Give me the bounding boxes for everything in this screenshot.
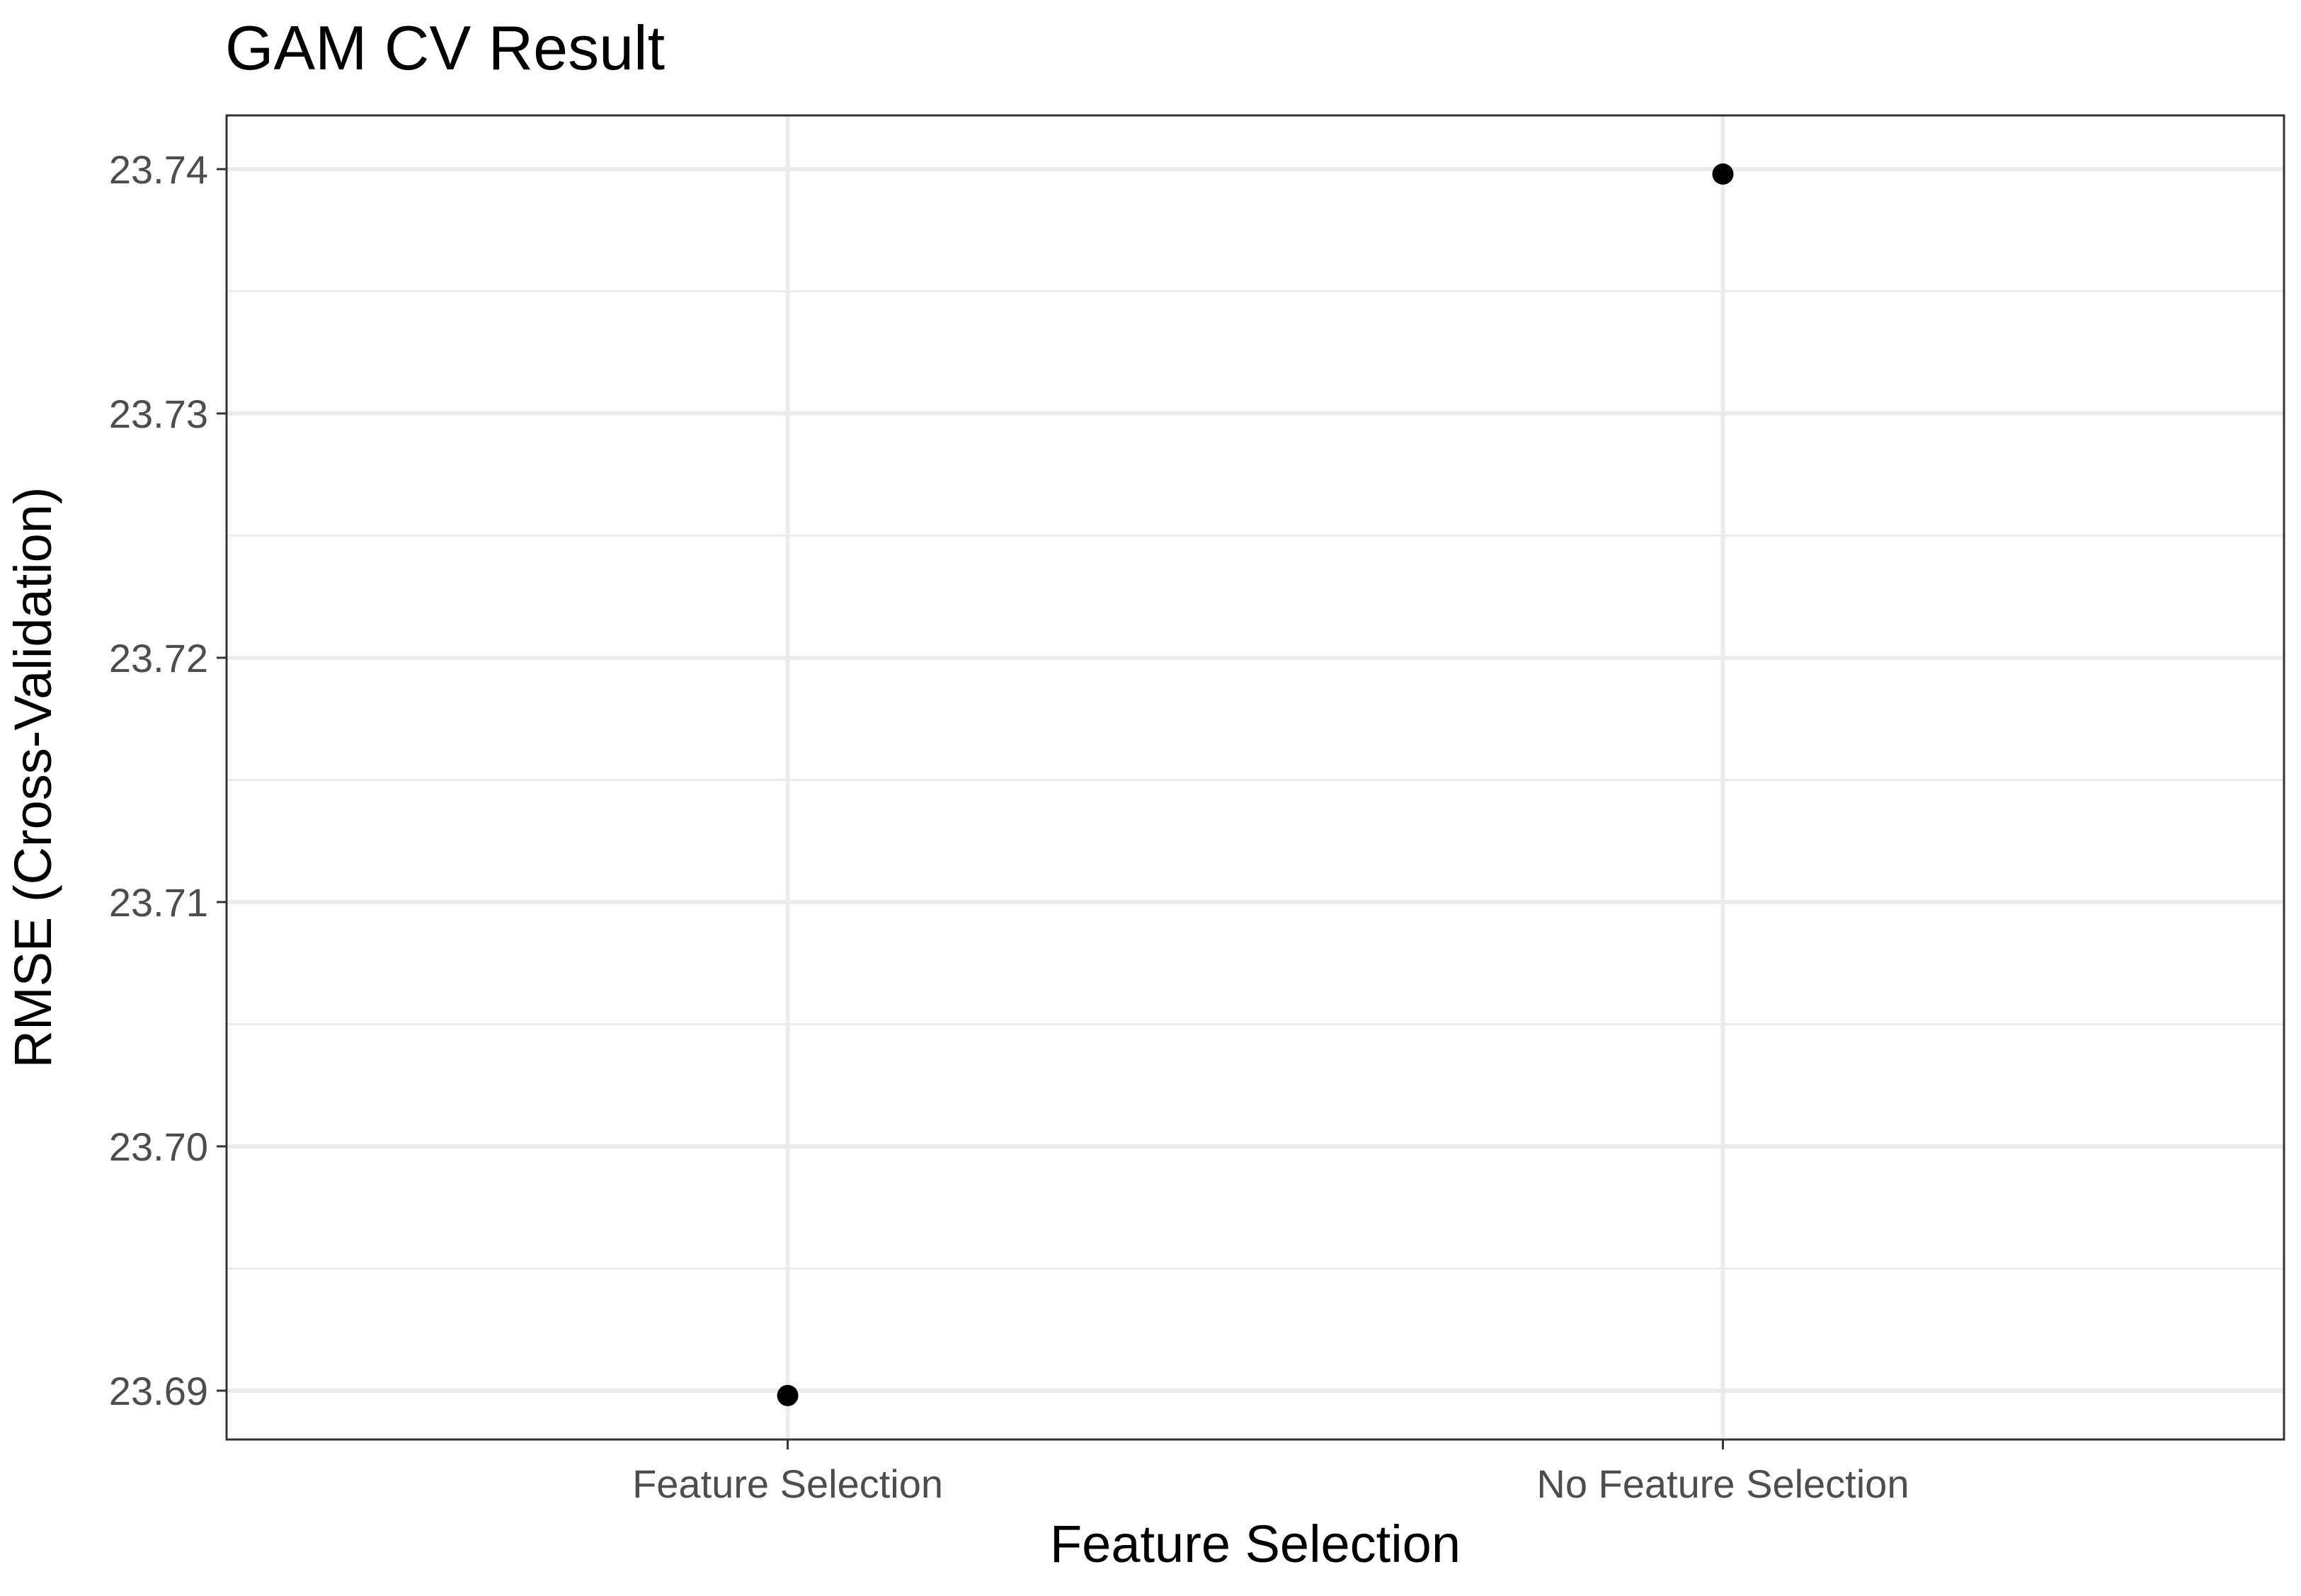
- major-gridlines-y: [227, 166, 2284, 1393]
- minor-gridlines: [227, 290, 2284, 1270]
- x-tick-label: Feature Selection: [632, 1461, 943, 1506]
- y-tick-label: 23.70: [109, 1124, 208, 1169]
- plot-panel-border: [225, 114, 2285, 1441]
- y-tick-label: 23.73: [109, 392, 208, 436]
- x-axis-title: Feature Selection: [1050, 1515, 1461, 1573]
- data-points: [777, 163, 1734, 1406]
- chart-title: GAM CV Result: [225, 13, 665, 83]
- y-tick-label: 23.74: [109, 147, 208, 192]
- y-tick-label: 23.71: [109, 880, 208, 925]
- x-tick-label: No Feature Selection: [1536, 1461, 1909, 1506]
- y-tick-label: 23.69: [109, 1369, 208, 1413]
- y-tick-label: 23.72: [109, 636, 208, 680]
- y-axis-title: RMSE (Cross-Validation): [4, 486, 62, 1068]
- data-point: [1712, 163, 1734, 185]
- major-gridlines-x: [785, 115, 1725, 1440]
- x-axis-ticks: Feature Selection No Feature Selection: [632, 1440, 1909, 1506]
- y-axis-ticks: 23.69 23.70 23.71 23.72 23.73 23.74: [109, 147, 227, 1413]
- data-point: [777, 1384, 799, 1406]
